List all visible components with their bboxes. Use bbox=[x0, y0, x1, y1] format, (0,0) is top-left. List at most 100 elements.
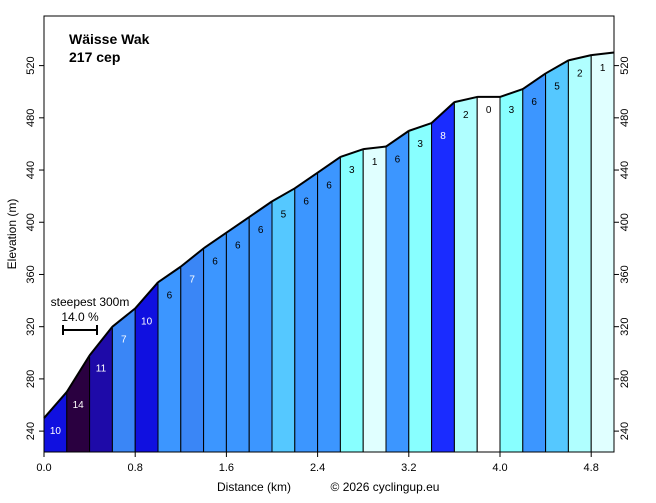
y-tick-label-left: 240 bbox=[25, 422, 37, 440]
y-tick-label-right: 440 bbox=[619, 161, 631, 179]
profile-line bbox=[134, 281, 159, 310]
profile-line bbox=[271, 187, 296, 203]
profile-line bbox=[454, 95, 478, 104]
y-tick-label-right: 320 bbox=[619, 318, 631, 336]
gradient-label: 6 bbox=[212, 256, 218, 267]
gradient-label: 5 bbox=[281, 209, 287, 220]
profile-line bbox=[568, 54, 592, 62]
gradient-label: 7 bbox=[121, 335, 127, 346]
x-tick-label: 1.6 bbox=[219, 462, 234, 474]
profile-line bbox=[225, 216, 250, 234]
gradient-segment bbox=[431, 101, 455, 453]
profile-line bbox=[408, 122, 432, 132]
profile-line bbox=[88, 326, 114, 357]
gradient-segment bbox=[499, 88, 524, 453]
profile-line bbox=[522, 72, 547, 90]
profile-line bbox=[203, 231, 227, 250]
y-tick-label-left: 280 bbox=[25, 370, 37, 388]
y-tick-label-left: 480 bbox=[25, 109, 37, 127]
gradient-label: 6 bbox=[303, 196, 309, 207]
y-tick-label-right: 480 bbox=[619, 109, 631, 127]
gradient-segment bbox=[408, 122, 433, 453]
profile-line bbox=[545, 59, 569, 75]
x-tick-label: 0.8 bbox=[128, 462, 143, 474]
gradient-label: 2 bbox=[577, 68, 583, 79]
gradient-segment bbox=[225, 216, 250, 453]
y-tick-label-left: 440 bbox=[25, 161, 37, 179]
gradient-segment bbox=[453, 96, 478, 453]
x-axis-label: Distance (km) bbox=[217, 480, 291, 494]
gradient-segment bbox=[362, 145, 387, 453]
gradient-label: 6 bbox=[258, 225, 264, 236]
gradient-label: 6 bbox=[235, 241, 241, 252]
y-tick-label-right: 360 bbox=[619, 265, 631, 283]
y-tick-label-right: 400 bbox=[619, 213, 631, 231]
gradient-segment bbox=[248, 200, 273, 453]
gradient-label: 3 bbox=[349, 165, 355, 176]
gradient-segment bbox=[89, 325, 113, 453]
x-tick-label: 0.0 bbox=[36, 462, 51, 474]
profile-line bbox=[180, 247, 205, 268]
profile-line bbox=[363, 145, 387, 151]
y-tick-label-right: 240 bbox=[619, 422, 631, 440]
gradient-segment bbox=[522, 72, 547, 453]
gradient-label: 10 bbox=[141, 316, 153, 327]
y-tick-label-left: 400 bbox=[25, 213, 37, 231]
gradient-segment bbox=[111, 307, 136, 453]
gradient-label: 1 bbox=[600, 63, 606, 74]
gradient-segment bbox=[43, 390, 68, 453]
gradient-label: 6 bbox=[531, 97, 537, 108]
steepest-label: steepest 300m bbox=[51, 295, 130, 309]
chart-title: Wäisse Wak bbox=[69, 31, 150, 47]
gradient-segment bbox=[567, 54, 592, 453]
gradient-segment bbox=[545, 59, 569, 453]
gradient-segment bbox=[385, 129, 410, 453]
x-tick-label: 4.8 bbox=[584, 462, 599, 474]
gradient-label: 7 bbox=[189, 275, 195, 286]
gradient-label: 11 bbox=[96, 363, 107, 374]
gradient-label: 3 bbox=[509, 105, 515, 116]
steepest-scale-bar bbox=[62, 325, 98, 335]
gradient-segment bbox=[271, 187, 296, 453]
gradient-label: 3 bbox=[417, 139, 423, 150]
gradient-label: 8 bbox=[440, 131, 446, 142]
profile-line bbox=[499, 88, 524, 98]
plot-frame bbox=[43, 15, 615, 453]
x-tick-label: 4.0 bbox=[492, 462, 507, 474]
profile-line bbox=[430, 101, 456, 124]
gradient-label: 5 bbox=[554, 81, 560, 92]
steepest-value: 14.0 % bbox=[61, 310, 99, 324]
gradient-label: 6 bbox=[167, 290, 173, 301]
profile-line bbox=[65, 354, 91, 393]
y-axis-label: Elevation (m) bbox=[5, 199, 19, 270]
y-tick-label-left: 360 bbox=[25, 265, 37, 283]
copyright: © 2026 cyclingup.eu bbox=[331, 480, 440, 494]
profile-line bbox=[248, 200, 273, 218]
x-tick-label: 3.2 bbox=[401, 462, 416, 474]
gradient-segment bbox=[339, 148, 364, 453]
profile-line bbox=[294, 171, 319, 190]
profile-line bbox=[317, 156, 341, 174]
gradient-segment bbox=[134, 280, 159, 453]
profile-line bbox=[157, 265, 182, 284]
gradient-label: 10 bbox=[50, 426, 62, 437]
gradient-label: 1 bbox=[372, 157, 378, 168]
gradient-label: 2 bbox=[463, 110, 469, 121]
gradient-segment bbox=[317, 156, 341, 453]
gradient-label: 6 bbox=[395, 155, 401, 166]
gradient-segment bbox=[294, 171, 319, 453]
profile-line bbox=[43, 391, 68, 419]
profile-line bbox=[340, 148, 364, 158]
y-tick-label-right: 520 bbox=[619, 56, 631, 74]
x-tick-label: 2.4 bbox=[310, 462, 325, 474]
gradient-segment bbox=[590, 51, 615, 453]
chart-subtitle: 217 cep bbox=[69, 49, 120, 65]
y-tick-label-right: 280 bbox=[619, 370, 631, 388]
profile-line bbox=[385, 130, 410, 148]
gradient-segment bbox=[476, 96, 501, 453]
profile-line bbox=[111, 307, 136, 328]
y-tick-label-left: 520 bbox=[25, 56, 37, 74]
y-tick-label-left: 320 bbox=[25, 318, 37, 336]
